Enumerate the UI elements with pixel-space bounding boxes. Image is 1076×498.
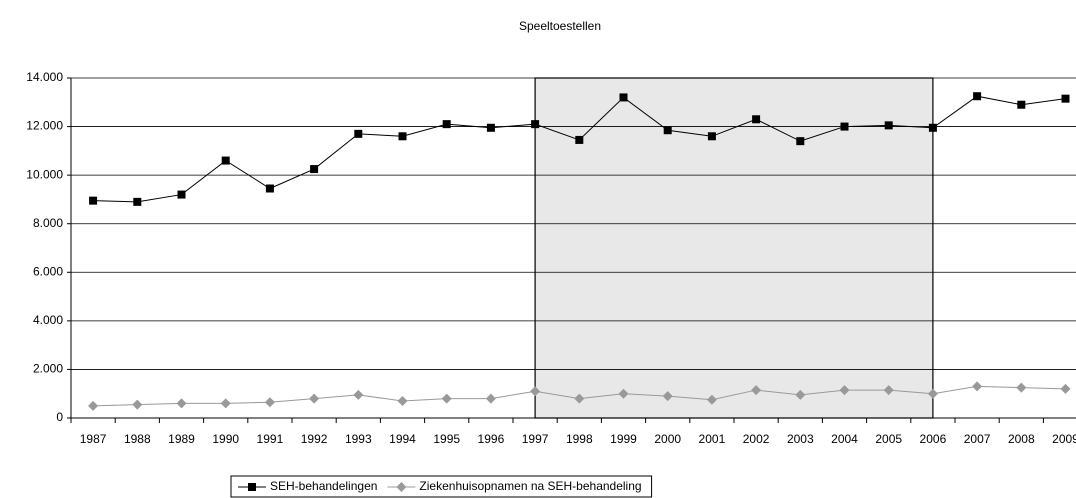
y-tick-label: 2.000: [33, 362, 63, 376]
y-tick-label: 12.000: [26, 119, 63, 133]
data-point: [795, 389, 806, 400]
data-point: [265, 184, 274, 193]
y-tick-label: 4.000: [33, 313, 63, 327]
legend-label: SEH-behandelingen: [270, 479, 377, 493]
data-point: [883, 385, 894, 396]
data-point: [442, 120, 451, 129]
data-point: [839, 385, 850, 396]
x-tick-label: 2000: [654, 432, 681, 446]
x-tick-label: 1998: [566, 432, 593, 446]
y-tick-label: 8.000: [33, 216, 63, 230]
data-point: [89, 196, 98, 205]
data-point: [619, 93, 628, 102]
x-tick-label: 2001: [699, 432, 726, 446]
x-tick-label: 1997: [522, 432, 549, 446]
data-point: [1017, 100, 1026, 109]
x-tick-label: 2003: [787, 432, 814, 446]
data-point: [662, 391, 673, 402]
data-point: [88, 400, 99, 411]
x-tick-label: 1992: [301, 432, 328, 446]
data-point: [618, 388, 629, 399]
x-tick-label: 1993: [345, 432, 372, 446]
x-tick-label: 2008: [1008, 432, 1035, 446]
data-point: [398, 132, 407, 141]
data-point: [310, 165, 319, 174]
x-tick-label: 1989: [168, 432, 195, 446]
x-tick-label: 1991: [257, 432, 284, 446]
data-point: [751, 385, 762, 396]
data-point: [441, 393, 452, 404]
data-point: [485, 393, 496, 404]
data-point: [663, 126, 672, 135]
data-point: [530, 386, 541, 397]
y-tick-label: 14.000: [26, 70, 63, 84]
legend-marker: [248, 483, 256, 491]
chart-title: Speeltoestellen: [519, 19, 601, 33]
highlight-region: [534, 77, 934, 419]
data-point: [928, 123, 937, 132]
data-point: [1060, 383, 1071, 394]
x-tick-label: 1995: [433, 432, 460, 446]
data-point: [133, 197, 142, 206]
x-tick-label: 1996: [478, 432, 505, 446]
data-point: [531, 120, 540, 129]
legend-box: [230, 475, 653, 498]
x-tick-label: 1987: [80, 432, 107, 446]
data-point: [884, 121, 893, 130]
x-tick-label: 2005: [875, 432, 902, 446]
x-tick-label: 2004: [831, 432, 858, 446]
data-point: [972, 381, 983, 392]
x-tick-label: 2002: [743, 432, 770, 446]
y-tick-label: 10.000: [26, 167, 63, 181]
x-tick-label: 1988: [124, 432, 151, 446]
data-point: [1061, 94, 1070, 103]
data-point: [486, 123, 495, 132]
legend-marker: [396, 482, 407, 492]
data-point: [176, 398, 187, 409]
legend-label: Ziekenhuisopnamen na SEH-behandeling: [419, 479, 641, 493]
data-point: [177, 190, 186, 199]
x-tick-label: 1990: [212, 432, 239, 446]
data-point: [973, 92, 982, 101]
data-point: [264, 397, 275, 408]
x-tick-label: 2006: [920, 432, 947, 446]
data-point: [927, 388, 938, 399]
x-tick-label: 1994: [389, 432, 416, 446]
data-point: [1016, 382, 1027, 393]
data-point: [354, 129, 363, 138]
data-point: [840, 122, 849, 131]
data-point: [353, 389, 364, 400]
data-point: [706, 394, 717, 405]
x-tick-label: 1999: [610, 432, 637, 446]
data-point: [221, 156, 230, 165]
data-point: [796, 137, 805, 146]
y-tick-label: 6.000: [33, 264, 63, 278]
data-point: [752, 115, 761, 124]
legend: SEH-behandelingen Ziekenhuisopnamen na SE…: [230, 475, 653, 498]
data-point: [132, 399, 143, 410]
x-tick-label: 2009: [1052, 432, 1076, 446]
y-tick-label: 0: [56, 410, 63, 424]
data-point: [575, 135, 584, 144]
data-point: [397, 396, 408, 406]
data-point: [220, 398, 231, 409]
data-point: [707, 132, 716, 141]
data-point: [309, 393, 320, 404]
data-point: [574, 393, 585, 404]
x-tick-label: 2007: [964, 432, 991, 446]
